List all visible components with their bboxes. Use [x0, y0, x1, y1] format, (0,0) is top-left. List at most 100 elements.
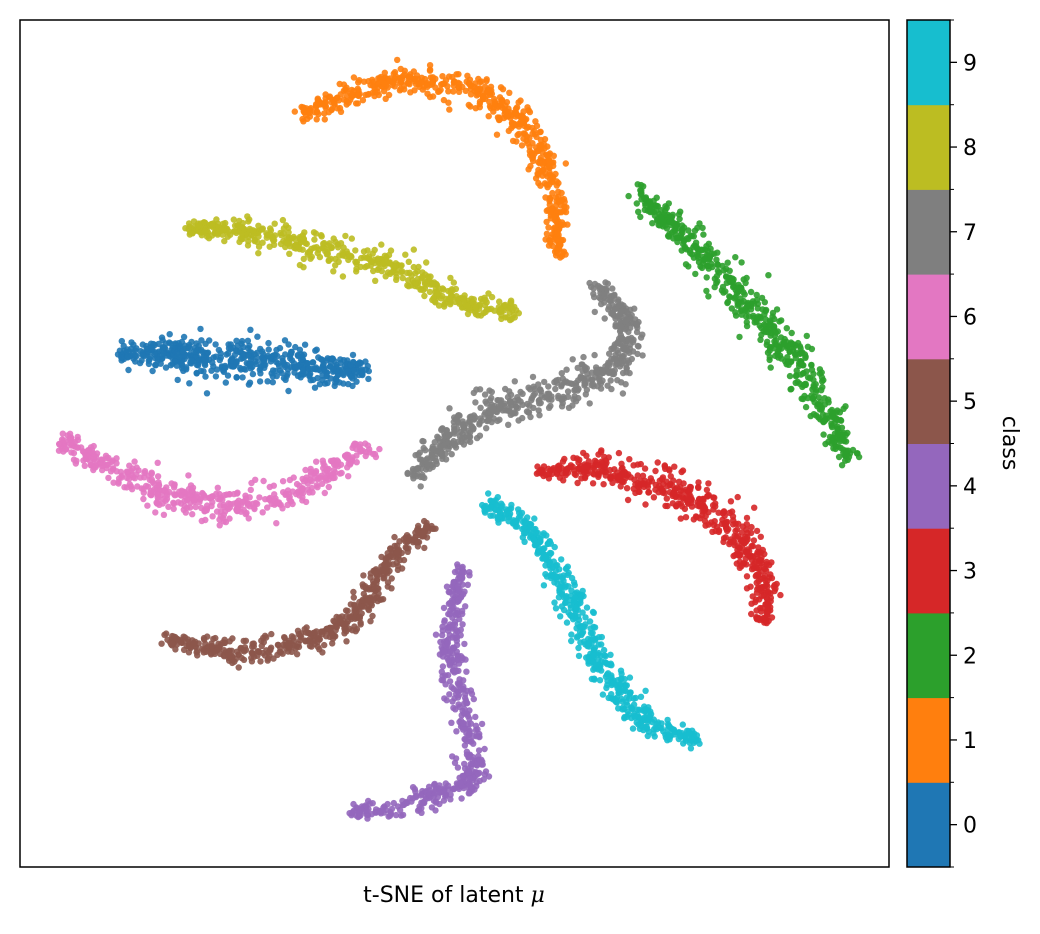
point-class-3: [688, 503, 696, 510]
point-class-5: [268, 630, 275, 638]
point-class-7: [437, 443, 444, 451]
point-class-0: [304, 360, 311, 367]
point-class-2: [825, 396, 832, 403]
point-class-0: [265, 346, 272, 353]
point-class-3: [768, 614, 776, 621]
point-class-9: [545, 540, 552, 547]
point-class-2: [638, 190, 645, 197]
point-class-3: [763, 581, 770, 588]
point-class-1: [386, 78, 393, 85]
point-class-9: [586, 618, 594, 625]
point-class-1: [419, 86, 426, 93]
point-class-0: [139, 341, 146, 348]
point-class-1: [558, 196, 566, 203]
point-class-5: [382, 555, 390, 562]
point-class-6: [317, 474, 324, 481]
point-class-7: [632, 316, 639, 323]
point-class-6: [321, 489, 328, 497]
point-class-2: [808, 345, 816, 353]
point-class-4: [446, 691, 453, 698]
point-class-7: [629, 348, 637, 355]
point-class-4: [461, 640, 468, 648]
point-class-5: [393, 559, 400, 566]
point-class-3: [750, 537, 758, 544]
point-class-1: [379, 83, 387, 91]
point-class-8: [339, 273, 347, 280]
point-class-3: [591, 466, 598, 473]
point-class-0: [175, 340, 182, 347]
point-class-3: [671, 463, 678, 470]
point-class-4: [454, 563, 462, 570]
point-class-6: [300, 478, 308, 485]
point-class-2: [832, 445, 839, 453]
point-class-3: [615, 472, 622, 479]
point-class-8: [447, 274, 454, 282]
point-class-5: [378, 596, 385, 603]
point-class-2: [804, 394, 811, 402]
point-class-8: [186, 231, 193, 238]
point-class-3: [618, 460, 625, 467]
point-class-2: [699, 246, 706, 254]
point-class-8: [231, 228, 239, 235]
point-class-7: [466, 418, 474, 425]
point-class-2: [676, 234, 684, 241]
point-class-3: [561, 455, 568, 463]
point-class-3: [658, 475, 666, 483]
point-class-3: [677, 500, 684, 507]
point-class-6: [249, 500, 257, 507]
point-class-7: [601, 315, 608, 322]
point-class-1: [547, 237, 554, 245]
point-class-8: [182, 225, 189, 232]
point-class-0: [132, 358, 139, 365]
point-class-0: [249, 370, 257, 378]
point-class-1: [498, 96, 506, 104]
point-class-2: [783, 325, 790, 332]
point-class-2: [792, 373, 800, 380]
point-class-8: [295, 244, 302, 251]
point-class-5: [242, 637, 250, 644]
point-class-8: [410, 263, 417, 271]
point-class-4: [459, 621, 466, 628]
point-class-6: [341, 452, 349, 460]
point-class-0: [319, 376, 326, 384]
point-class-2: [633, 200, 640, 207]
point-class-5: [257, 658, 264, 665]
point-class-8: [496, 298, 503, 305]
point-class-8: [393, 273, 400, 281]
point-class-1: [375, 91, 382, 99]
point-class-0: [272, 367, 279, 375]
point-class-8: [190, 218, 198, 225]
point-class-0: [237, 347, 244, 354]
point-class-0: [128, 345, 135, 352]
point-class-8: [339, 252, 346, 259]
point-class-8: [363, 262, 371, 270]
point-class-1: [562, 251, 569, 258]
point-class-2: [713, 272, 721, 280]
point-class-8: [245, 238, 252, 245]
point-class-0: [254, 354, 261, 361]
point-class-5: [316, 646, 323, 653]
point-class-4: [436, 782, 443, 789]
point-class-2: [700, 231, 707, 238]
point-class-6: [108, 458, 115, 465]
point-class-1: [418, 74, 425, 82]
point-class-2: [840, 449, 847, 456]
point-class-2: [696, 220, 703, 227]
point-class-6: [318, 480, 326, 487]
point-class-6: [160, 495, 167, 503]
point-class-2: [678, 247, 685, 254]
point-class-1: [440, 96, 448, 104]
point-class-4: [454, 764, 462, 771]
point-class-6: [142, 482, 150, 490]
point-class-4: [470, 740, 477, 747]
point-class-1: [564, 221, 571, 228]
point-class-3: [685, 488, 692, 495]
point-class-8: [491, 307, 498, 314]
point-class-6: [280, 489, 287, 496]
point-class-3: [757, 533, 764, 540]
point-class-8: [296, 261, 304, 269]
point-class-4: [465, 736, 473, 743]
point-class-4: [448, 719, 455, 726]
point-class-6: [214, 484, 221, 491]
point-class-8: [209, 221, 216, 228]
